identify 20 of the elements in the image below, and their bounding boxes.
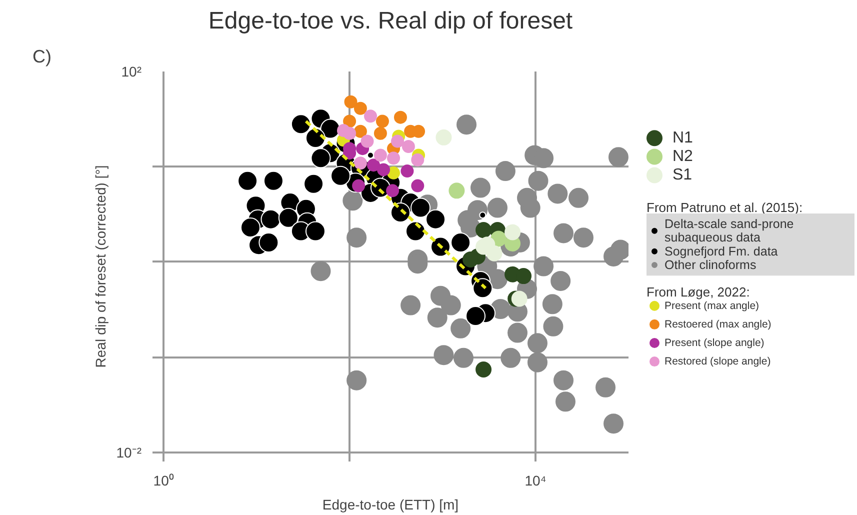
x-tick-label: 10⁴ — [524, 472, 546, 488]
x-tick-label: 10⁰ — [153, 472, 174, 488]
y-tick-label: 10⁻² — [116, 444, 142, 460]
x-axis-title: Edge-to-toe (ETT) [m] — [322, 496, 459, 512]
legend-label: Other clinoforms — [664, 258, 756, 272]
y-tick-label: 10² — [121, 64, 142, 80]
legend-label: Delta-scale sand-prone subaqueous data — [664, 217, 794, 245]
text: C) — [32, 46, 52, 66]
legend-label: Present (slope angle) — [664, 336, 764, 349]
legend-label: N2 — [672, 148, 694, 166]
legend-label: Restoered (max angle) — [664, 318, 772, 330]
legend-label: S1 — [672, 166, 692, 184]
legend-label: Present (max angle) — [664, 300, 760, 312]
legend-label: Sognefjord Fm. data — [664, 244, 778, 258]
legend-label: Restored (slope angle) — [664, 356, 771, 368]
chart-title: Edge-to-toe vs. Real dip of foreset — [208, 8, 573, 34]
text: From Løge, 2022: — [646, 284, 750, 300]
y-axis-title: Real dip of foreset (corrected) [°] — [92, 165, 108, 368]
text: From Patruno et al. (2015): — [646, 200, 803, 215]
legend-label: N1 — [672, 130, 694, 147]
